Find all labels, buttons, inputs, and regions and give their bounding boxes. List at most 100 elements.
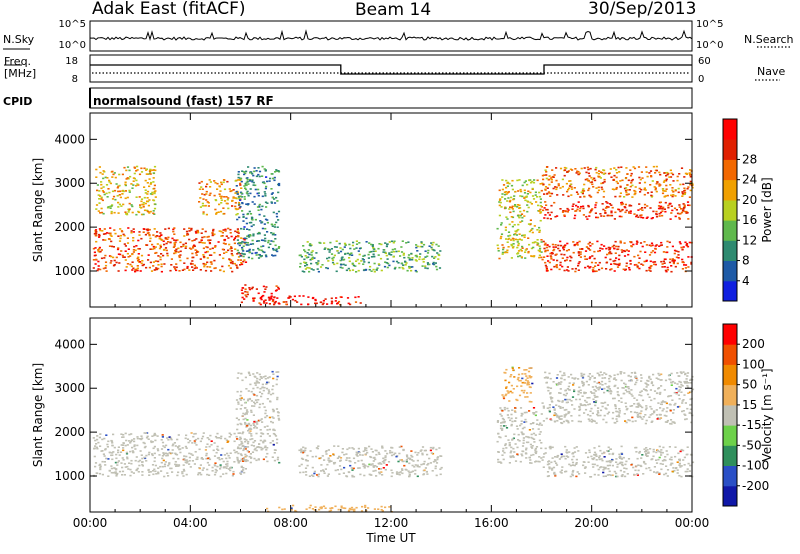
data-cell: [162, 445, 165, 447]
data-cell: [588, 175, 591, 177]
data-cell: [242, 449, 245, 452]
data-cell: [686, 375, 689, 377]
data-cell: [390, 469, 393, 472]
data-cell: [270, 188, 273, 190]
data-cell: [565, 392, 568, 395]
data-cell: [659, 403, 663, 405]
data-cell: [655, 414, 659, 416]
data-cell: [596, 464, 599, 467]
data-cell: [262, 239, 265, 242]
data-cell: [408, 265, 411, 268]
data-cell: [597, 186, 600, 189]
data-cell: [608, 390, 611, 393]
data-cell: [366, 451, 369, 454]
data-cell: [652, 373, 655, 376]
data-cell: [261, 195, 264, 198]
data-cell: [368, 242, 371, 244]
data-cell: [546, 187, 549, 189]
data-cell: [235, 435, 238, 438]
data-cell: [256, 372, 259, 374]
data-cell: [139, 438, 142, 440]
data-cell: [129, 468, 132, 471]
data-cell: [237, 372, 240, 374]
data-cell: [627, 386, 630, 388]
data-cell: [521, 377, 524, 380]
data-cell: [552, 259, 555, 261]
data-cell: [519, 214, 522, 217]
data-cell: [235, 208, 238, 211]
data-cell: [235, 185, 238, 187]
data-cell: [395, 250, 398, 253]
data-cell: [589, 410, 592, 412]
data-cell: [196, 251, 199, 253]
data-cell: [207, 205, 210, 207]
data-cell: [500, 235, 503, 238]
data-cell: [653, 263, 656, 266]
data-cell: [605, 261, 608, 264]
data-cell: [594, 204, 597, 206]
data-cell: [191, 454, 194, 456]
data-cell: [577, 251, 580, 253]
data-cell: [683, 380, 686, 383]
data-cell: [146, 190, 150, 193]
data-cell: [149, 240, 152, 242]
data-cell: [111, 204, 114, 206]
data-cell: [499, 413, 502, 415]
data-cell: [689, 398, 692, 401]
data-cell: [424, 467, 427, 469]
data-cell: [679, 212, 682, 215]
data-cell: [323, 242, 326, 244]
data-cell: [437, 258, 440, 260]
data-cell: [537, 204, 540, 207]
data-cell: [349, 247, 352, 250]
data-cell: [608, 385, 611, 388]
data-cell: [517, 244, 520, 247]
data-cell: [540, 457, 543, 459]
data-cell: [597, 412, 600, 414]
data-cell: [558, 415, 561, 418]
data-cell: [548, 410, 551, 413]
data-cell: [231, 205, 234, 207]
data-cell: [219, 437, 223, 440]
data-cell: [101, 438, 104, 441]
data-cell: [214, 462, 217, 464]
data-cell: [199, 440, 202, 443]
data-cell: [254, 188, 257, 191]
data-cell: [268, 299, 271, 301]
data-cell: [381, 510, 384, 512]
data-cell: [274, 254, 277, 257]
data-cell: [348, 260, 351, 263]
data-cell: [597, 388, 600, 391]
data-cell: [118, 194, 121, 196]
data-cell: [615, 475, 618, 478]
data-cell: [611, 474, 614, 476]
data-cell: [636, 474, 639, 476]
data-cell: [314, 455, 318, 458]
data-cell: [677, 390, 680, 393]
data-cell: [524, 418, 527, 421]
data-cell: [278, 419, 281, 421]
data-cell: [554, 244, 557, 246]
data-cell: [658, 472, 661, 474]
data-cell: [154, 203, 157, 206]
data-cell: [518, 238, 521, 241]
data-cell: [570, 373, 573, 376]
data-cell: [228, 259, 231, 261]
data-cell: [587, 243, 590, 245]
data-cell: [514, 233, 517, 235]
data-cell: [548, 214, 551, 216]
data-cell: [167, 464, 170, 467]
data-cell: [133, 438, 136, 440]
data-cell: [650, 242, 654, 245]
data-cell: [518, 204, 521, 207]
data-cell: [328, 510, 331, 512]
data-cell: [595, 216, 598, 219]
data-cell: [650, 196, 653, 198]
data-cell: [253, 401, 256, 404]
data-cell: [262, 458, 265, 461]
data-cell: [560, 415, 563, 417]
data-cell: [249, 438, 252, 441]
data-cell: [104, 267, 107, 269]
data-cell: [94, 465, 97, 468]
data-cell: [152, 177, 155, 179]
